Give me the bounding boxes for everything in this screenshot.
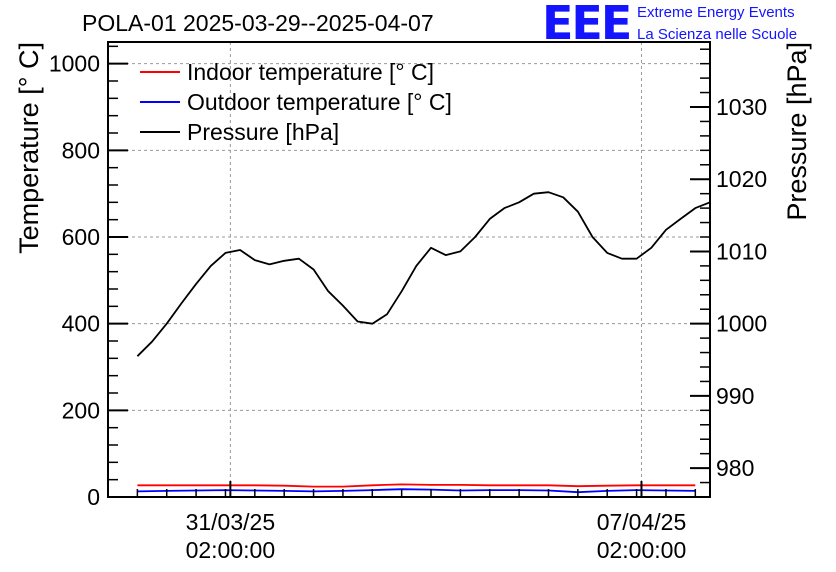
y2-tick-label: 1000 (716, 311, 767, 337)
series-line-outdoor (137, 488, 696, 494)
series-line-pressure (136, 191, 711, 357)
y2-tick-label: 990 (716, 383, 754, 409)
logo-line-2: La Scienza nelle Scuole (637, 26, 798, 43)
logo-line-1: Extreme Energy Events (637, 4, 795, 21)
y-tick-label: 600 (62, 224, 100, 250)
x-tick-label-time: 02:00:00 (186, 537, 276, 563)
plot-frame (107, 41, 711, 498)
axis-labels: 0 200 400 600 800 1000 980 990 1000 1010 1020 1030 3… (14, 42, 812, 563)
y-tick-label: 400 (62, 311, 100, 337)
x-tick-label-time: 02:00:00 (597, 537, 687, 563)
y2-axis-title: Pressure [hPa] (782, 42, 812, 221)
y2-tick-label: 1020 (716, 166, 767, 192)
y2-tick-label: 1030 (716, 94, 767, 120)
y2-tick-label: 1010 (716, 238, 767, 264)
y2-tick-label: 980 (716, 455, 754, 481)
legend-label: Pressure [hPa] (187, 119, 339, 145)
series-line-indoor (137, 483, 696, 488)
y-tick-label: 0 (87, 484, 100, 510)
y-tick-label: 1000 (49, 51, 100, 77)
legend-label: Outdoor temperature [° C] (187, 89, 452, 115)
x-tick-label-date: 31/03/25 (186, 509, 276, 535)
x-tick-label-date: 07/04/25 (597, 509, 687, 535)
eee-logo: EEE (542, 0, 632, 50)
gridlines (108, 42, 710, 497)
legend-label: Indoor temperature [° C] (187, 59, 434, 85)
y-tick-label: 800 (62, 137, 100, 163)
y-tick-label: 200 (62, 397, 100, 423)
axis-ticks (107, 45, 710, 498)
y-axis-title: Temperature [° C] (14, 42, 44, 254)
legend: Indoor temperature [° C] Outdoor temperat… (140, 59, 452, 145)
chart-title: POLA-01 2025-03-29--2025-04-07 (82, 10, 434, 36)
